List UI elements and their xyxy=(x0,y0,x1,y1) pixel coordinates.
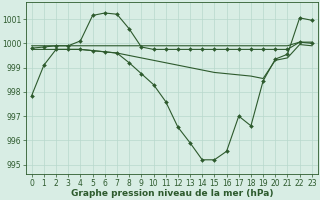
X-axis label: Graphe pression niveau de la mer (hPa): Graphe pression niveau de la mer (hPa) xyxy=(70,189,273,198)
